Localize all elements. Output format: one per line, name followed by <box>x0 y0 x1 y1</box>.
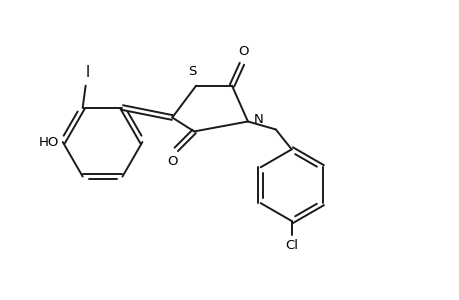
Text: Cl: Cl <box>285 239 297 252</box>
Text: S: S <box>188 65 196 78</box>
Text: N: N <box>253 113 263 126</box>
Text: HO: HO <box>39 136 59 148</box>
Text: O: O <box>167 155 177 168</box>
Text: I: I <box>85 65 90 80</box>
Text: O: O <box>238 45 249 58</box>
